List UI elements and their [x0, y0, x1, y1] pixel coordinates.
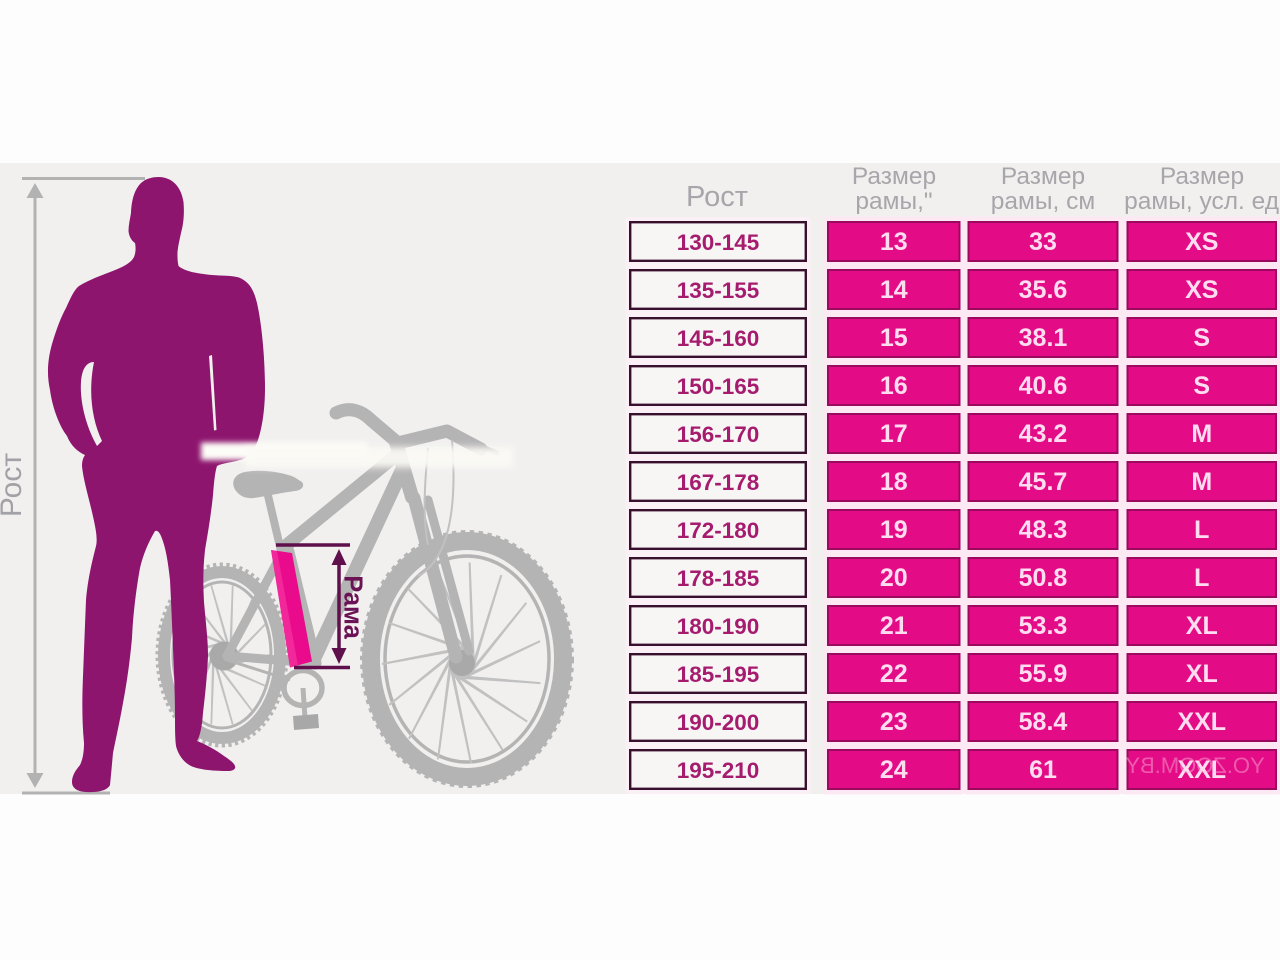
- svg-text:21: 21: [880, 612, 908, 640]
- svg-text:18: 18: [880, 468, 908, 496]
- svg-text:рамы,": рамы,": [855, 188, 932, 215]
- svg-text:190-200: 190-200: [677, 710, 760, 735]
- svg-text:43.2: 43.2: [1019, 420, 1068, 448]
- svg-text:167-178: 167-178: [677, 470, 760, 495]
- svg-text:135-155: 135-155: [677, 278, 760, 303]
- svg-text:Рост: Рост: [0, 453, 28, 517]
- svg-text:XXL: XXL: [1177, 756, 1226, 784]
- svg-text:M: M: [1191, 420, 1212, 448]
- svg-text:38.1: 38.1: [1019, 324, 1068, 352]
- svg-text:L: L: [1194, 564, 1209, 592]
- svg-text:YO.ZOOM.BY: YO.ZOOM.BY: [1125, 753, 1265, 778]
- svg-text:L: L: [1194, 516, 1209, 544]
- svg-text:33: 33: [1029, 228, 1057, 256]
- svg-text:рамы, см: рамы, см: [991, 188, 1095, 215]
- svg-text:156-170: 156-170: [677, 422, 760, 447]
- svg-text:Размер: Размер: [1001, 163, 1085, 190]
- svg-text:XL: XL: [1186, 612, 1218, 640]
- svg-text:13: 13: [880, 228, 908, 256]
- svg-text:130-145: 130-145: [677, 230, 760, 255]
- svg-text:Рост: Рост: [686, 181, 748, 213]
- svg-text:15: 15: [880, 324, 908, 352]
- svg-text:Размер: Размер: [852, 163, 936, 190]
- svg-text:24: 24: [880, 756, 908, 784]
- svg-text:14: 14: [880, 276, 908, 304]
- svg-text:55.9: 55.9: [1019, 660, 1068, 688]
- svg-text:45.7: 45.7: [1019, 468, 1068, 496]
- svg-text:17: 17: [880, 420, 908, 448]
- svg-text:61: 61: [1029, 756, 1057, 784]
- svg-text:S: S: [1193, 324, 1210, 352]
- svg-text:XS: XS: [1185, 228, 1218, 256]
- svg-text:19: 19: [880, 516, 908, 544]
- svg-text:48.3: 48.3: [1019, 516, 1068, 544]
- svg-text:Рама: Рама: [339, 575, 367, 639]
- svg-text:XXL: XXL: [1177, 708, 1226, 736]
- svg-text:172-180: 172-180: [677, 518, 760, 543]
- svg-text:Размер: Размер: [1160, 163, 1244, 190]
- svg-text:185-195: 185-195: [677, 662, 760, 687]
- svg-text:150-165: 150-165: [677, 374, 760, 399]
- svg-text:180-190: 180-190: [677, 614, 760, 639]
- svg-text:35.6: 35.6: [1019, 276, 1068, 304]
- svg-text:58.4: 58.4: [1019, 708, 1068, 736]
- svg-text:рамы, усл. ед.: рамы, усл. ед.: [1124, 188, 1280, 215]
- svg-text:S: S: [1193, 372, 1210, 400]
- svg-text:23: 23: [880, 708, 908, 736]
- svg-text:16: 16: [880, 372, 908, 400]
- svg-text:195-210: 195-210: [677, 758, 760, 783]
- svg-text:22: 22: [880, 660, 908, 688]
- svg-text:145-160: 145-160: [677, 326, 760, 351]
- svg-text:M: M: [1191, 468, 1212, 496]
- svg-text:53.3: 53.3: [1019, 612, 1068, 640]
- svg-text:178-185: 178-185: [677, 566, 760, 591]
- svg-text:XL: XL: [1186, 660, 1218, 688]
- svg-text:XS: XS: [1185, 276, 1218, 304]
- svg-text:20: 20: [880, 564, 908, 592]
- svg-text:40.6: 40.6: [1019, 372, 1068, 400]
- svg-text:50.8: 50.8: [1019, 564, 1068, 592]
